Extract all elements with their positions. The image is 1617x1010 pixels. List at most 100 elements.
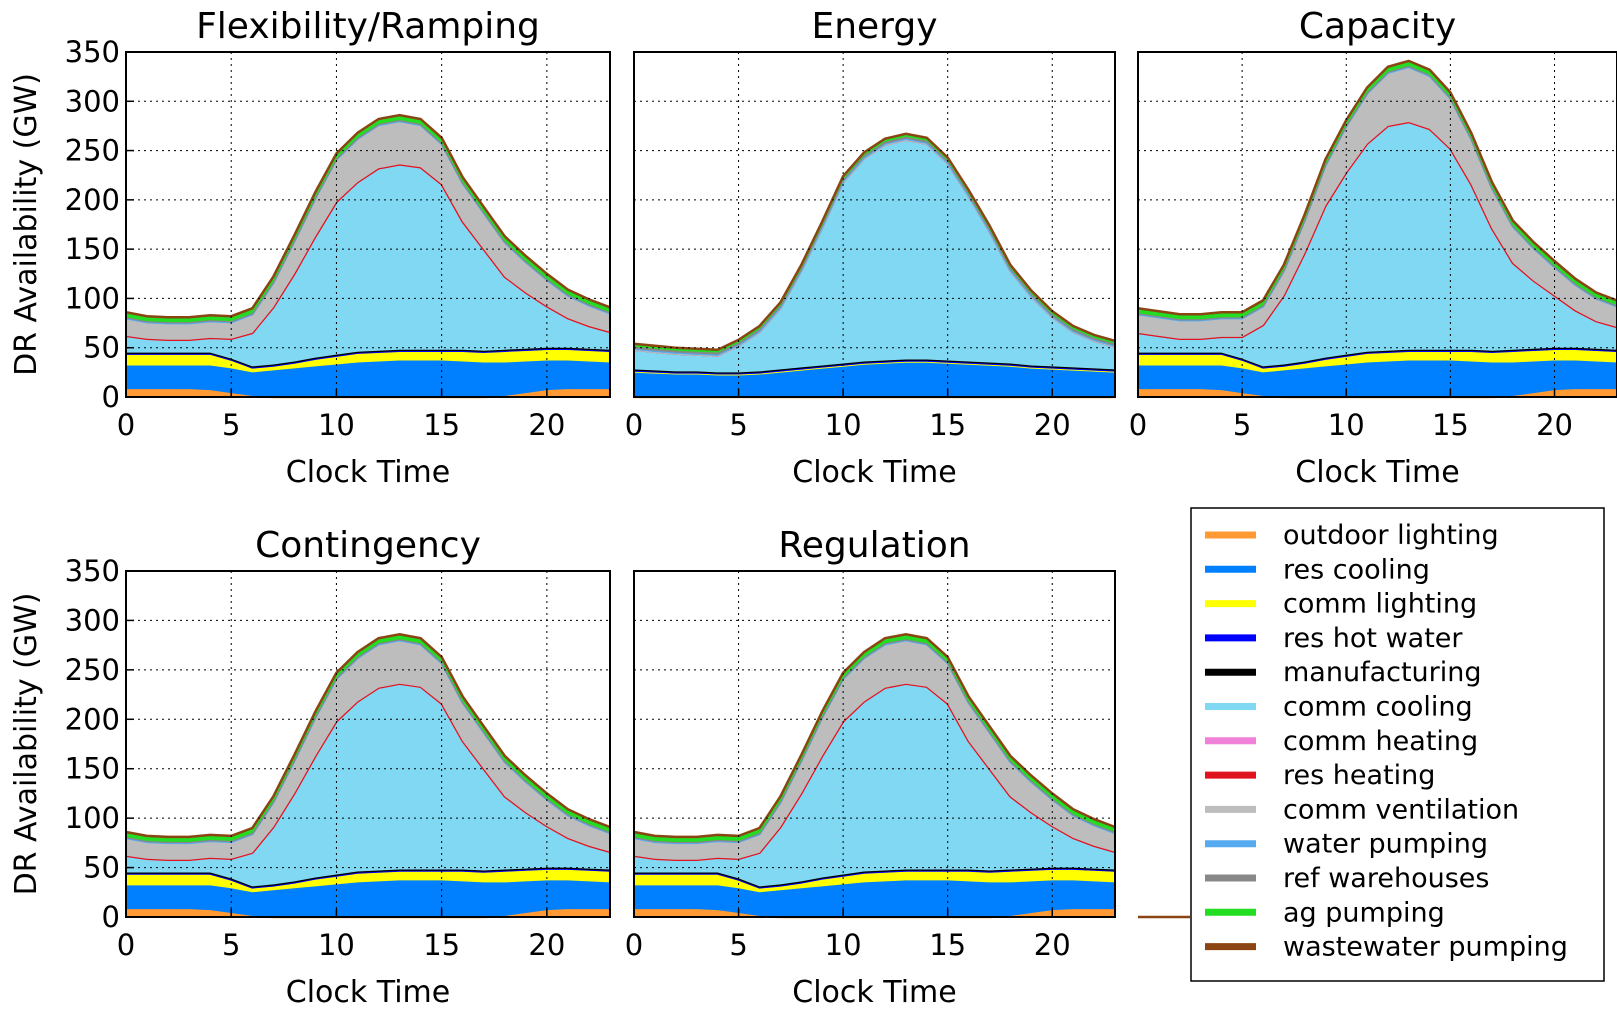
legend-entry: comm ventilation bbox=[1205, 794, 1519, 825]
y-tick-label: 350 bbox=[65, 554, 120, 588]
plot-frame bbox=[125, 570, 611, 918]
x-tick-label: 10 bbox=[318, 408, 355, 442]
area-comm-cooling bbox=[126, 683, 610, 887]
x-tick-label: 10 bbox=[1328, 408, 1365, 442]
legend-entry: comm cooling bbox=[1205, 692, 1473, 723]
x-axis-label: Clock Time bbox=[286, 975, 450, 1010]
y-tick-label: 50 bbox=[83, 851, 120, 885]
area-comm-cooling bbox=[634, 683, 1115, 887]
line-wastewater-pumping bbox=[633, 633, 1116, 839]
legend-label: res cooling bbox=[1283, 554, 1430, 585]
legend-label: comm ventilation bbox=[1283, 794, 1519, 825]
y-tick-label: 200 bbox=[65, 702, 120, 736]
x-axis-label: Clock Time bbox=[792, 455, 956, 490]
line-wastewater-pumping bbox=[125, 113, 611, 319]
y-tick-label: 50 bbox=[83, 331, 120, 365]
area-res-cooling bbox=[126, 360, 610, 397]
legend-entry: wastewater pumping bbox=[1205, 932, 1568, 963]
y-axis-label: DR Availability (GW) bbox=[9, 73, 44, 376]
x-tick-label: 0 bbox=[117, 408, 135, 442]
x-tick-label: 20 bbox=[528, 928, 565, 962]
x-tick-label: 15 bbox=[423, 928, 460, 962]
legend-entry: comm heating bbox=[1205, 726, 1478, 757]
chart-title: Capacity bbox=[1299, 6, 1456, 47]
plot-frame bbox=[1137, 51, 1617, 398]
chart-title: Contingency bbox=[255, 525, 481, 566]
line-wastewater-pumping bbox=[1137, 59, 1617, 316]
chart-panel-2: 0 5 10 15 20 Energy Clock Time bbox=[625, 6, 1116, 490]
x-tick-label: 5 bbox=[729, 408, 747, 442]
area-comm-ventilation bbox=[126, 641, 610, 860]
x-tick-label: 20 bbox=[1536, 408, 1573, 442]
panels: 0 5 10 15 20050100150200250300350Flexibility… bbox=[9, 6, 1617, 1010]
legend-label: ag pumping bbox=[1283, 897, 1445, 928]
y-tick-label: 0 bbox=[102, 900, 120, 934]
chart-panel-5: 0 5 10 15 20 Regulation Clock Time bbox=[625, 525, 1116, 1010]
line-wastewater-pumping bbox=[633, 132, 1116, 351]
legend-entry: outdoor lighting bbox=[1205, 520, 1499, 551]
area-res-cooling bbox=[634, 880, 1115, 917]
legend-label: manufacturing bbox=[1283, 657, 1482, 688]
x-tick-label: 15 bbox=[929, 408, 966, 442]
area-res-cooling bbox=[126, 880, 610, 917]
area-comm-cooling bbox=[126, 164, 610, 367]
area-comm-ventilation bbox=[1138, 67, 1617, 339]
legend-label: water pumping bbox=[1283, 829, 1488, 860]
chart-title: Regulation bbox=[778, 525, 970, 566]
y-tick-label: 300 bbox=[65, 84, 120, 118]
x-tick-label: 5 bbox=[222, 928, 240, 962]
legend-label: comm lighting bbox=[1283, 589, 1477, 620]
x-tick-label: 20 bbox=[528, 408, 565, 442]
chart-panel-1: 0 5 10 15 20050100150200250300350Flexibility… bbox=[9, 6, 611, 490]
area-comm-cooling bbox=[634, 139, 1115, 373]
legend-box bbox=[1190, 507, 1605, 982]
chart-title: Energy bbox=[811, 6, 937, 47]
x-tick-label: 15 bbox=[1432, 408, 1469, 442]
x-tick-label: 0 bbox=[1129, 408, 1147, 442]
legend-label: comm heating bbox=[1283, 726, 1478, 757]
legend-entry: comm lighting bbox=[1205, 589, 1477, 620]
legend-label: res hot water bbox=[1283, 623, 1463, 654]
area-comm-cooling bbox=[1138, 122, 1617, 367]
x-tick-label: 0 bbox=[117, 928, 135, 962]
area-comm-ventilation bbox=[126, 122, 610, 340]
x-axis-label: Clock Time bbox=[286, 455, 450, 490]
x-tick-label: 15 bbox=[423, 408, 460, 442]
x-tick-label: 10 bbox=[318, 928, 355, 962]
chart-panel-4: 0 5 10 15 20050100150200250300350Contingency… bbox=[9, 525, 611, 1010]
legend-entry: water pumping bbox=[1205, 829, 1488, 860]
legend-entry: res hot water bbox=[1205, 623, 1463, 654]
y-tick-label: 300 bbox=[65, 603, 120, 637]
y-tick-label: 0 bbox=[102, 380, 120, 414]
x-tick-label: 5 bbox=[729, 928, 747, 962]
legend-label: ref warehouses bbox=[1283, 863, 1489, 894]
legend-entry: ag pumping bbox=[1205, 897, 1445, 928]
legend-entry: ref warehouses bbox=[1205, 863, 1489, 894]
plot-frame bbox=[125, 51, 611, 398]
y-tick-label: 100 bbox=[65, 281, 120, 315]
x-axis-label: Clock Time bbox=[1295, 455, 1459, 490]
y-tick-label: 250 bbox=[65, 134, 120, 168]
x-tick-label: 10 bbox=[825, 408, 862, 442]
legend-label: comm cooling bbox=[1283, 692, 1473, 723]
x-tick-label: 20 bbox=[1034, 928, 1071, 962]
x-tick-label: 15 bbox=[929, 928, 966, 962]
chart-panel-3: 0 5 10 15 20 Capacity Clock Time bbox=[1129, 6, 1617, 490]
x-tick-label: 5 bbox=[222, 408, 240, 442]
x-tick-label: 10 bbox=[825, 928, 862, 962]
x-axis-label: Clock Time bbox=[792, 975, 956, 1010]
legend-entry: manufacturing bbox=[1205, 657, 1482, 688]
plot-frame bbox=[633, 570, 1116, 918]
y-tick-label: 150 bbox=[65, 752, 120, 786]
area-comm-ventilation bbox=[634, 641, 1115, 860]
legend-entry: res cooling bbox=[1205, 554, 1430, 585]
legend-entry: res heating bbox=[1205, 760, 1435, 791]
x-tick-label: 0 bbox=[625, 408, 643, 442]
area-res-cooling bbox=[634, 361, 1115, 397]
y-tick-label: 350 bbox=[65, 35, 120, 69]
y-tick-label: 250 bbox=[65, 653, 120, 687]
legend-label: wastewater pumping bbox=[1283, 932, 1568, 963]
legend-label: res heating bbox=[1283, 760, 1435, 791]
chart-title: Flexibility/Ramping bbox=[196, 6, 540, 47]
